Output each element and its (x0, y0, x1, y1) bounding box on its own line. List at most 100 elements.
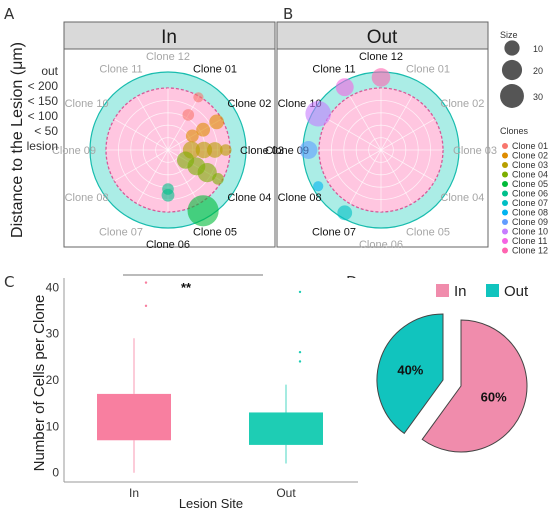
clone-label: Clone 08 (278, 192, 322, 204)
legend-clone-key (502, 200, 508, 206)
y-tick-label: 20 (46, 373, 60, 387)
clone-label: Clone 03 (240, 145, 284, 157)
clone-label: Clone 10 (65, 98, 109, 110)
box-in (97, 393, 171, 441)
clone-label: Clone 11 (99, 64, 142, 76)
pie-legend-label: In (454, 283, 467, 300)
data-point (219, 144, 232, 156)
legend-clone-label: Clone 12 (512, 246, 548, 256)
boxplot-xlabel: Lesion Site (179, 496, 243, 511)
clone-label: Clone 01 (193, 64, 237, 76)
outlier-point (298, 360, 302, 363)
data-point (182, 109, 195, 121)
clone-label: Clone 02 (227, 98, 271, 110)
legend-clone-label: Clone 04 (512, 170, 548, 180)
boxplot-chart: 0 10 20 30 40 In Out (46, 274, 358, 500)
pie-chart: 60% 40% (376, 313, 528, 453)
facet-strip-out (276, 21, 489, 50)
legend-size-key (501, 59, 523, 81)
data-point (162, 183, 174, 195)
pie-slice-out (376, 313, 444, 435)
spoke-line (327, 149, 382, 182)
spoke-line (167, 96, 200, 151)
legend-clone-key (502, 209, 508, 216)
boxplot-area (64, 278, 358, 482)
panel-letter-c: C (4, 273, 14, 291)
clone-label: Clone 09 (265, 145, 309, 157)
legend-clone-label: Clone 06 (512, 189, 548, 199)
legend-size-key (504, 40, 520, 56)
significance-label: ** (181, 280, 192, 295)
legend-clone-label: Clone 02 (512, 151, 548, 161)
facet-title-out: Out (367, 27, 398, 48)
legend-clone-key (502, 171, 508, 178)
clone-label: Clone 01 (406, 64, 450, 76)
clone-label: Clone 05 (193, 226, 237, 238)
legend-clone-label: Clone 03 (512, 160, 548, 170)
clone-label: Clone 08 (65, 192, 109, 204)
data-point (209, 114, 225, 130)
radial-label: < 100 (28, 109, 59, 123)
outlier-point (144, 281, 148, 284)
legend-size-label: 30 (533, 92, 543, 102)
clone-label: Clone 07 (99, 226, 143, 238)
clone-label: Clone 03 (453, 145, 497, 157)
panel-letter-a: A (4, 5, 15, 23)
clone-label: Clone 06 (359, 239, 403, 251)
x-tick-label: Out (276, 486, 296, 500)
clone-label: Clone 04 (440, 192, 484, 204)
legend-size-label: 20 (533, 66, 543, 76)
polar-plot-in: Clone 01 Clone 02 Clone 03 Clone 04 Clone 05… (52, 51, 284, 251)
y-tick-label: 40 (46, 280, 60, 294)
legend-clone-key (502, 190, 508, 197)
pie-legend-key (436, 284, 449, 297)
legend-clone-key (502, 181, 508, 187)
clone-label: Clone 07 (312, 226, 356, 238)
legend-clone-label: Clone 10 (512, 227, 548, 237)
clone-label: Clone 02 (440, 98, 484, 110)
legend-clone-key (502, 162, 508, 168)
data-point (187, 195, 219, 227)
facet-title-in: In (161, 27, 177, 48)
radial-label: lesion (27, 139, 58, 153)
boxplot-ylabel: Number of Cells per Clone (31, 295, 48, 472)
pie-legend-label: Out (504, 283, 529, 300)
clone-label: Clone 12 (146, 51, 190, 63)
data-point (195, 141, 213, 159)
legend-clones-title: Clones (500, 126, 529, 136)
spoke-line (380, 149, 413, 204)
legend-clone-key (502, 143, 508, 149)
legend-size: Size 10 20 30 (500, 30, 543, 108)
spoke-line (380, 118, 435, 151)
radial-label: < 150 (28, 94, 59, 108)
data-point (185, 129, 199, 143)
data-point (337, 205, 353, 221)
spoke-line (167, 149, 200, 204)
legend-clone-label: Clone 08 (512, 208, 548, 218)
pie-legend: In Out (436, 283, 529, 300)
box-out (249, 412, 323, 445)
spoke-line (380, 149, 435, 182)
data-point (176, 151, 195, 169)
spoke-line (114, 118, 169, 151)
legend-size-label: 10 (533, 44, 543, 54)
legend-clone-key (502, 238, 508, 244)
clone-label: Clone 05 (406, 226, 450, 238)
polar-ylabel: Distance to the Lesion (μm) (9, 42, 26, 238)
pie-slice-label: 40% (397, 362, 423, 377)
clone-label: Clone 06 (146, 239, 190, 251)
x-tick-label: In (129, 486, 139, 500)
clone-label: Clone 12 (359, 51, 403, 63)
y-tick-label: 10 (46, 419, 60, 433)
clone-label: Clone 04 (227, 192, 271, 204)
polar-plot-out: Clone 01 Clone 02 Clone 03 Clone 04 Clone 05… (265, 51, 497, 251)
legend-clone-label: Clone 07 (512, 198, 548, 208)
clone-label: Clone 11 (312, 64, 355, 76)
radial-label: < 200 (28, 79, 59, 93)
data-point (196, 122, 211, 137)
spoke-line (136, 96, 169, 151)
outlier-point (144, 304, 148, 308)
pie-slice-label: 60% (481, 390, 507, 405)
